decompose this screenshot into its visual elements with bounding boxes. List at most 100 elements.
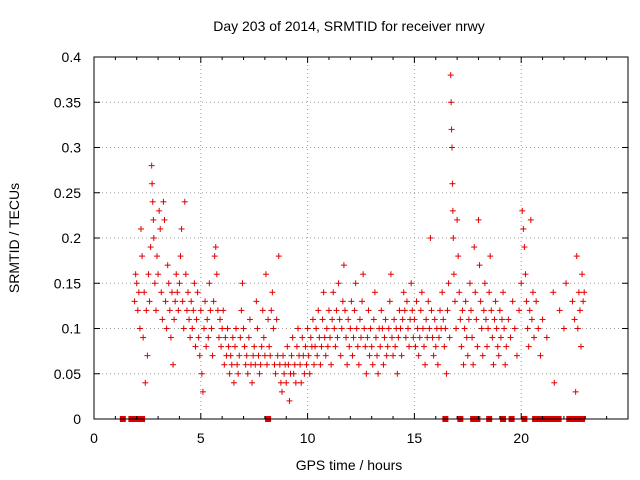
data-point: [213, 271, 220, 278]
data-point: [252, 361, 259, 368]
data-point: [475, 216, 482, 223]
data-point: [490, 361, 497, 368]
data-point: [496, 307, 503, 314]
data-point: [160, 198, 167, 205]
data-point: [339, 298, 346, 305]
data-point: [205, 334, 212, 341]
data-point: [180, 325, 187, 332]
data-point: [215, 334, 222, 341]
data-point: [251, 343, 258, 350]
data-point: [131, 298, 138, 305]
data-point: [249, 379, 256, 386]
data-point: [241, 343, 248, 350]
data-point: [274, 352, 281, 359]
data-point: [338, 325, 345, 332]
data-point: [384, 343, 391, 350]
data-point: [398, 352, 405, 359]
data-point: [196, 352, 203, 359]
data-point: [382, 316, 389, 323]
data-point: [179, 298, 186, 305]
data-point: [563, 280, 570, 287]
data-point: [353, 325, 360, 332]
data-point: [455, 253, 462, 260]
data-point: [580, 298, 587, 305]
data-point: [434, 361, 441, 368]
data-point: [418, 289, 425, 296]
data-point: [159, 316, 166, 323]
data-point: [493, 325, 500, 332]
data-point: [379, 325, 386, 332]
data-point: [143, 307, 150, 314]
data-point: [285, 361, 292, 368]
data-point: [165, 280, 172, 287]
data-point: [328, 361, 335, 368]
data-point: [177, 253, 184, 260]
data-point: [253, 298, 260, 305]
data-point: [324, 343, 331, 350]
data-point: [470, 361, 477, 368]
data-point: [454, 216, 461, 223]
data-point: [424, 334, 431, 341]
data-point: [481, 280, 488, 287]
data-point: [275, 253, 282, 260]
data-point: [415, 352, 422, 359]
data-point: [410, 334, 417, 341]
data-point: [480, 307, 487, 314]
data-point: [403, 298, 410, 305]
y-axis-label: SRMTID / TECUs: [6, 183, 22, 293]
data-point: [182, 271, 189, 278]
data-point: [307, 334, 314, 341]
data-point: [199, 388, 206, 395]
data-point: [421, 343, 428, 350]
data-point: [300, 352, 307, 359]
data-point: [265, 316, 272, 323]
data-point: [281, 370, 288, 377]
data-point: [202, 298, 209, 305]
y-tick-label: 0.2: [62, 230, 82, 246]
data-point: [313, 325, 320, 332]
y-tick-label: 0.35: [54, 94, 81, 110]
data-point: [447, 72, 454, 79]
data-point: [430, 352, 437, 359]
data-point: [354, 343, 361, 350]
data-point: [352, 280, 359, 287]
data-point: [235, 370, 242, 377]
data-point: [255, 352, 262, 359]
data-point: [317, 361, 324, 368]
data-point: [429, 334, 436, 341]
data-point: [365, 307, 372, 314]
data-point: [363, 370, 370, 377]
data-point: [426, 325, 433, 332]
data-point: [369, 361, 376, 368]
y-tick-label: 0.4: [62, 49, 82, 65]
data-point: [139, 253, 146, 260]
data-point: [178, 225, 185, 232]
data-point: [572, 388, 579, 395]
data-point: [401, 307, 408, 314]
data-point: [461, 325, 468, 332]
data-point: [297, 361, 304, 368]
data-point: [497, 334, 504, 341]
data-point: [217, 316, 224, 323]
data-point: [184, 289, 191, 296]
data-point: [457, 316, 464, 323]
data-point: [206, 280, 213, 287]
data-point: [325, 307, 332, 314]
data-point: [266, 343, 273, 350]
data-point: [579, 271, 586, 278]
data-point: [556, 307, 563, 314]
data-point: [172, 298, 179, 305]
data-point: [432, 343, 439, 350]
data-point: [147, 244, 154, 251]
data-point: [321, 334, 328, 341]
data-point: [208, 325, 215, 332]
data-point: [477, 298, 484, 305]
chart-title: Day 203 of 2014, SRMTID for receiver nrw…: [213, 18, 485, 34]
data-point: [233, 325, 240, 332]
data-point: [458, 343, 465, 350]
ticks: 0 5 10 15 20 0 0.05 0.1 0.15 0.2 0.25 0.3 0.35 0.4: [54, 49, 628, 446]
data-point: [370, 316, 377, 323]
data-point: [463, 334, 470, 341]
data-point: [449, 180, 456, 187]
